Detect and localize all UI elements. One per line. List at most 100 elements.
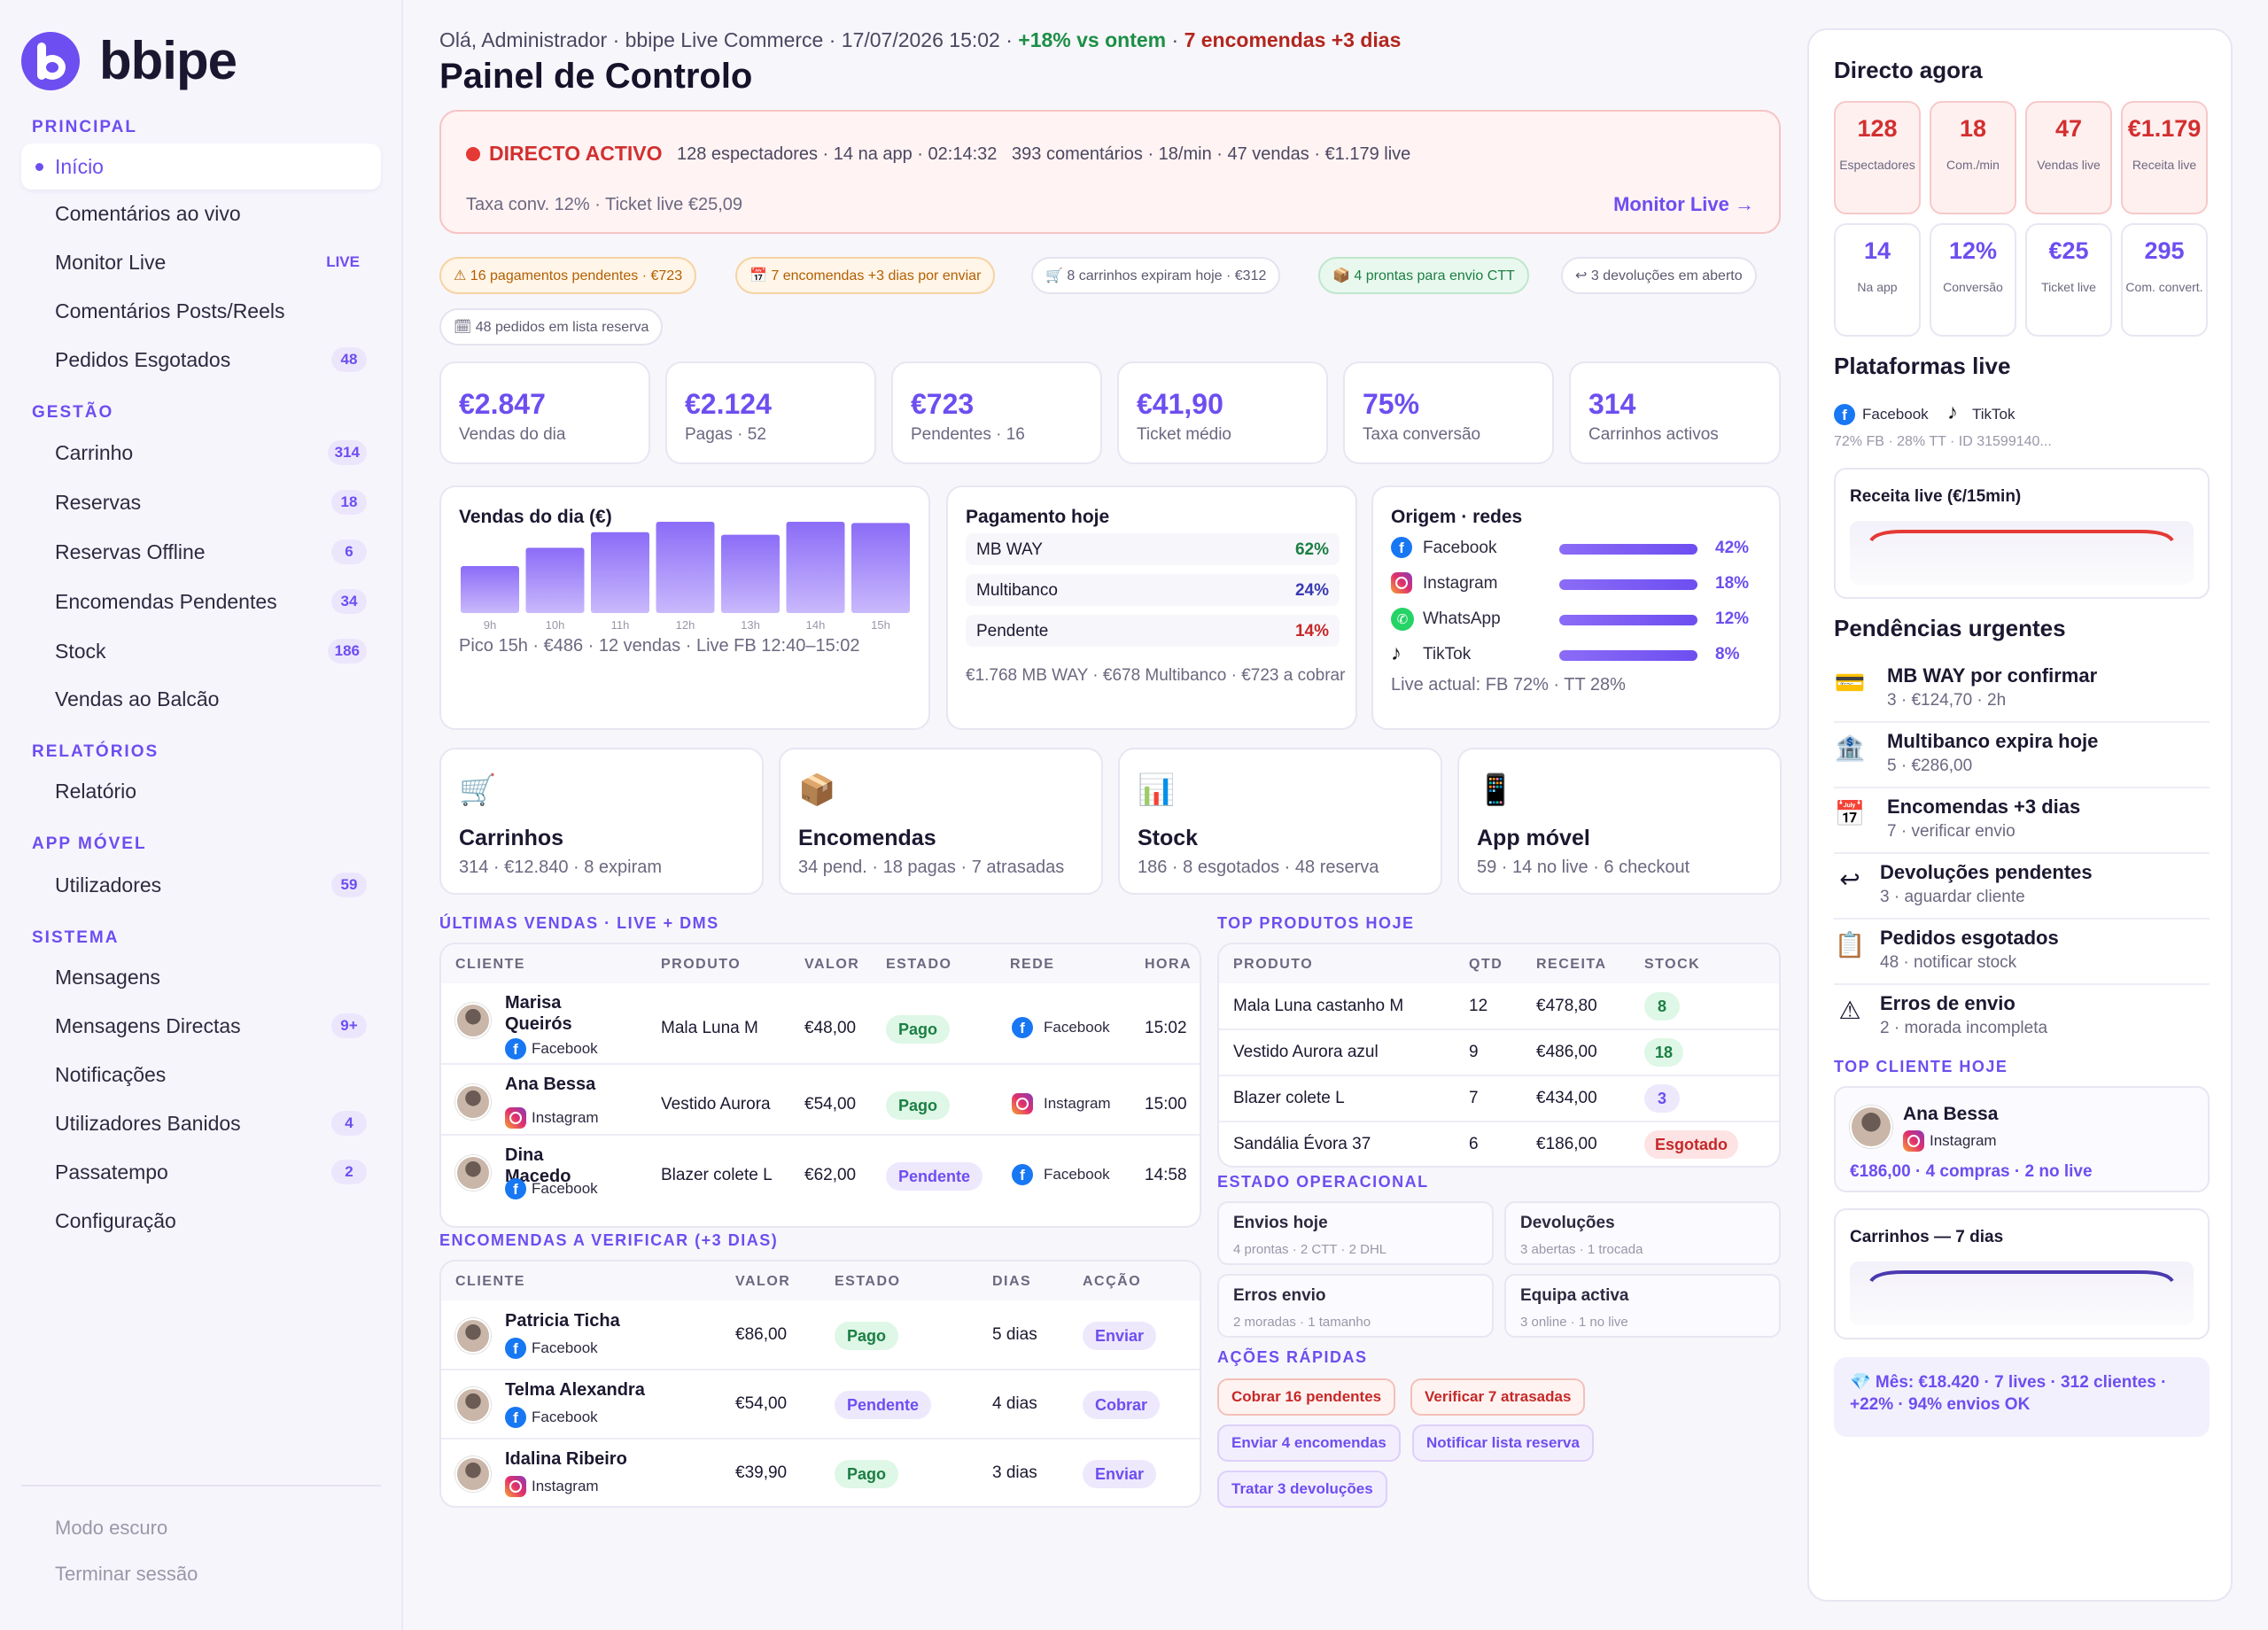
top-client-card[interactable]: Ana Bessa Instagram €186,00 · 4 compras … xyxy=(1834,1086,2210,1192)
table-row[interactable]: Mala Luna castanho M 12 €478,80 8 xyxy=(1219,983,1779,1029)
nav-item-encomendas-pendentes[interactable]: Encomendas Pendentes 34 xyxy=(21,578,381,625)
nav-item-mensagens[interactable]: Mensagens xyxy=(21,954,381,1000)
nav-item-comentarios-ao-vivo[interactable]: Comentários ao vivo xyxy=(21,190,381,237)
nav-item-relatorio[interactable]: Relatório xyxy=(21,768,381,814)
kpi-carrinhos-activos[interactable]: 314 Carrinhos activos xyxy=(1569,361,1781,464)
urgent-title[interactable]: Encomendas +3 dias xyxy=(1887,796,2081,818)
module-card-encomendas[interactable]: 📦 Encomendas 34 pend. · 18 pagas · 7 atras… xyxy=(779,748,1103,895)
nav-item-vendas-balcao[interactable]: Vendas ao Balcão xyxy=(21,676,381,722)
chip-pending-payments[interactable]: ⚠ 16 pagamentos pendentes · €723 xyxy=(439,257,697,294)
action-tratar-devolucoes[interactable]: Tratar 3 devoluções xyxy=(1217,1471,1387,1508)
nav-label: Reservas xyxy=(55,490,142,514)
nav-item-carrinho[interactable]: Carrinho 314 xyxy=(21,430,381,476)
table-row[interactable]: Vestido Aurora azul 9 €486,00 18 xyxy=(1219,1029,1779,1075)
table-row[interactable]: Patricia Ticha f Facebook €86,00 Pago 5 dias E… xyxy=(441,1300,1200,1370)
chip-returns[interactable]: ↩ 3 devoluções em aberto xyxy=(1561,257,1757,294)
urgent-title[interactable]: MB WAY por confirmar xyxy=(1887,664,2098,687)
urgent-title[interactable]: Erros de envio xyxy=(1880,992,2016,1014)
tile-value: €25 xyxy=(2048,237,2089,264)
nav-item-utilizadores[interactable]: Utilizadores 59 xyxy=(21,862,381,908)
monitor-live-link[interactable]: Monitor Live → xyxy=(1613,193,1754,215)
action-enviar-encomendas[interactable]: Enviar 4 encomendas xyxy=(1217,1424,1401,1462)
nav-item-mensagens-directas[interactable]: Mensagens Directas 9+ xyxy=(21,1003,381,1049)
chip-expiring-carts[interactable]: 🛒 8 carrinhos expiram hoje · €312 xyxy=(1031,257,1281,294)
bar-11h[interactable] xyxy=(591,532,649,613)
table-row[interactable]: Idalina Ribeiro Instagram €39,90 Pago 3 dias… xyxy=(441,1439,1200,1506)
urgent-title[interactable]: Pedidos esgotados xyxy=(1880,927,2059,949)
live-tile-3[interactable]: €1.179 Receita live xyxy=(2121,101,2208,214)
table-row[interactable]: Marisa Queirós f Facebook Mala Luna M €48,00… xyxy=(441,983,1200,1063)
nav-item-passatempo[interactable]: Passatempo 2 xyxy=(21,1149,381,1195)
kpi-label: Pendentes · 16 xyxy=(911,425,1025,444)
nav-label: Comentários Posts/Reels xyxy=(55,299,285,322)
nav-item-pedidos-esgotados[interactable]: Pedidos Esgotados 48 xyxy=(21,337,381,383)
table-row[interactable]: Sandália Évora 37 6 €186,00 Esgotado xyxy=(1219,1122,1779,1166)
bar-15h[interactable] xyxy=(851,523,910,613)
action-verificar-atrasadas[interactable]: Verificar 7 atrasadas xyxy=(1410,1378,1586,1416)
brand-logo[interactable]: bbipe xyxy=(21,30,237,91)
table-row[interactable]: Ana Bessa Instagram Vestido Aurora €54,00 Pa… xyxy=(441,1065,1200,1145)
nav-item-reservas[interactable]: Reservas 18 xyxy=(21,479,381,525)
client-name: Marisa Queirós xyxy=(505,993,572,1034)
orders-verify-table: CLIENTE VALOR ESTADO DIAS ACÇÃO Patricia… xyxy=(439,1260,1201,1508)
nav-item-stock[interactable]: Stock 186 xyxy=(21,628,381,674)
ops-devoluções[interactable]: Devoluções 3 abertas · 1 trocada xyxy=(1504,1201,1781,1265)
chip-late-orders[interactable]: 📅 7 encomendas +3 dias por enviar xyxy=(735,257,996,294)
chip-ready-ctt[interactable]: 📦 4 prontas para envio CTT xyxy=(1318,257,1529,294)
nav-item-comentarios-posts[interactable]: Comentários Posts/Reels xyxy=(21,288,381,334)
module-card-carrinhos[interactable]: 🛒 Carrinhos 314 · €12.840 · 8 expiram xyxy=(439,748,764,895)
urgent-sub: 2 · morada incompleta xyxy=(1880,1019,2048,1037)
bar-12h[interactable] xyxy=(656,521,715,613)
bar-13h[interactable] xyxy=(721,534,780,613)
nav-item-inicio[interactable]: Início xyxy=(21,144,381,190)
row-divider xyxy=(441,1063,1200,1065)
kpi-pendentes[interactable]: €723 Pendentes · 16 xyxy=(891,361,1102,464)
logout-link[interactable]: Terminar sessão xyxy=(55,1563,198,1585)
live-banner: DIRECTO ACTIVO 128 espectadores · 14 na … xyxy=(439,110,1781,234)
nav-item-notificacoes[interactable]: Notificações xyxy=(21,1052,381,1098)
col-cliente: CLIENTE xyxy=(455,957,525,972)
dark-mode-toggle[interactable]: Modo escuro xyxy=(55,1517,168,1539)
table-row[interactable]: Blazer colete L 7 €434,00 3 xyxy=(1219,1075,1779,1122)
bar-10h[interactable] xyxy=(525,547,585,613)
urgent-title[interactable]: Multibanco expira hoje xyxy=(1887,730,2099,752)
live-tile-5[interactable]: 12% Conversão xyxy=(1930,223,2016,337)
action-cobrar-button[interactable]: Cobrar xyxy=(1083,1391,1161,1419)
ops-envios-hoje[interactable]: Envios hoje 4 prontas · 2 CTT · 2 DHL xyxy=(1217,1201,1494,1265)
urgent-title[interactable]: Devoluções pendentes xyxy=(1880,861,2093,883)
tile-label: Com./min xyxy=(1946,158,2000,172)
bar-9h[interactable] xyxy=(461,566,519,613)
kpi-ticket-medio[interactable]: €41,90 Ticket médio xyxy=(1117,361,1328,464)
live-tile-2[interactable]: 47 Vendas live xyxy=(2025,101,2112,214)
action-enviar-button[interactable]: Enviar xyxy=(1083,1460,1157,1488)
live-tile-4[interactable]: 14 Na app xyxy=(1834,223,1921,337)
revenue: €478,80 xyxy=(1536,997,1597,1015)
action-enviar-button[interactable]: Enviar xyxy=(1083,1322,1157,1350)
bar-14h[interactable] xyxy=(786,521,845,613)
module-card-app-móvel[interactable]: 📱 App móvel 59 · 14 no live · 6 checkout xyxy=(1457,748,1782,895)
table-row[interactable]: Telma Alexandra f Facebook €54,00 Pendente 4 … xyxy=(441,1370,1200,1439)
chip-reserve-list[interactable]: 🗓 48 pedidos em lista reserva xyxy=(439,308,664,345)
nav-item-reservas-offline[interactable]: Reservas Offline 6 xyxy=(21,529,381,575)
action-notificar-reserva[interactable]: Notificar lista reserva xyxy=(1412,1424,1594,1462)
nav-item-utilizadores-banidos[interactable]: Utilizadores Banidos 4 xyxy=(21,1100,381,1146)
kpi-pagas[interactable]: €2.124 Pagas · 52 xyxy=(665,361,876,464)
kpi-vendas-dia[interactable]: €2.847 Vendas do dia xyxy=(439,361,650,464)
table-row[interactable]: Dina Macedo f Facebook Blazer colete L €62,0… xyxy=(441,1136,1200,1215)
payment-method: Multibanco xyxy=(976,581,1058,600)
ops-erros-envio[interactable]: Erros envio 2 moradas · 1 tamanho xyxy=(1217,1274,1494,1338)
ops-equipa-activa[interactable]: Equipa activa 3 online · 1 no live xyxy=(1504,1274,1781,1338)
action-cobrar-pendentes[interactable]: Cobrar 16 pendentes xyxy=(1217,1378,1396,1416)
tile-label: Com. convert. xyxy=(2125,280,2203,294)
live-tile-0[interactable]: 128 Espectadores xyxy=(1834,101,1921,214)
live-tile-6[interactable]: €25 Ticket live xyxy=(2025,223,2112,337)
nav-item-monitor-live[interactable]: Monitor Live LIVE xyxy=(21,239,381,285)
payment-row: Multibanco 24% xyxy=(966,574,1340,606)
facebook-icon: f xyxy=(1012,1017,1033,1038)
live-tile-7[interactable]: 295 Com. convert. xyxy=(2121,223,2208,337)
nav-item-configuracao[interactable]: Configuração xyxy=(21,1198,381,1244)
kpi-taxa-conversao[interactable]: 75% Taxa conversão xyxy=(1343,361,1554,464)
nav-section-app-movel: APP MÓVEL xyxy=(32,834,147,853)
live-tile-1[interactable]: 18 Com./min xyxy=(1930,101,2016,214)
module-card-stock[interactable]: 📊 Stock 186 · 8 esgotados · 48 reserva xyxy=(1118,748,1442,895)
